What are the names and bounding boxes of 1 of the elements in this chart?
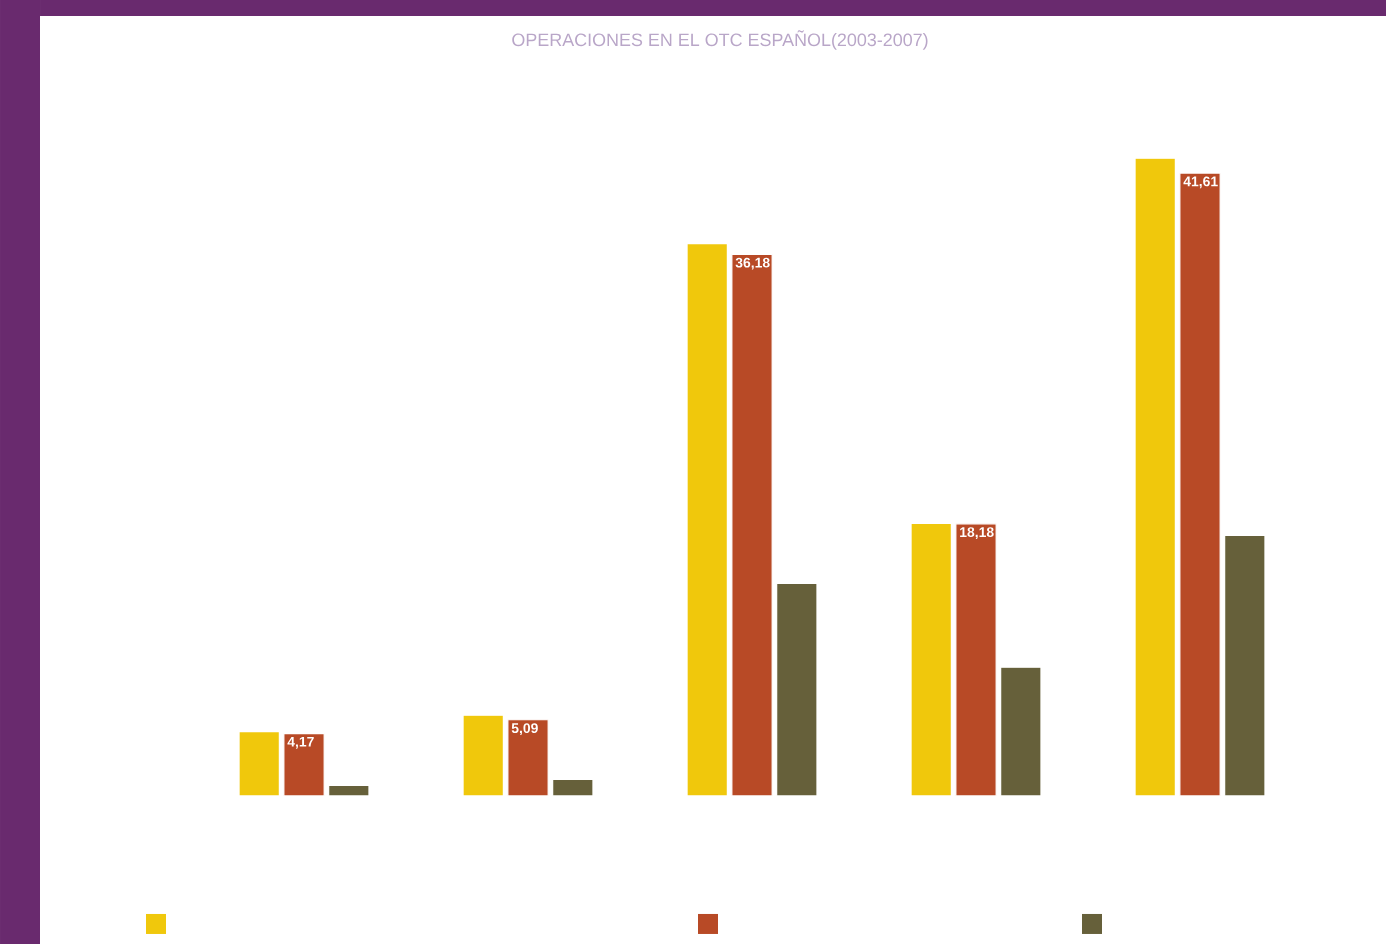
chart-title: OPERACIONES EN EL OTC ESPAÑOL(2003-2007)	[512, 30, 928, 50]
